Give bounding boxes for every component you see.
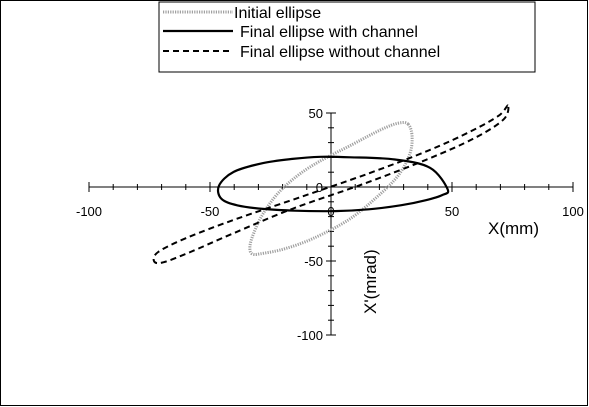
series-final-with-channel bbox=[216, 155, 450, 213]
legend: Initial ellipse Final ellipse with chann… bbox=[158, 1, 536, 73]
y-tick-label: -50 bbox=[304, 254, 323, 269]
x-tick-label: -100 bbox=[76, 204, 102, 219]
legend-box bbox=[158, 1, 536, 73]
axes bbox=[88, 112, 574, 336]
y-tick-label: 50 bbox=[309, 106, 323, 121]
legend-label-final-without-channel: Final ellipse without channel bbox=[240, 44, 440, 61]
x-tick-label: 100 bbox=[562, 204, 584, 219]
legend-label-final-with-channel: Final ellipse with channel bbox=[240, 24, 418, 41]
x-tick-labels: -100 -50 0 50 100 bbox=[76, 204, 584, 219]
x-minor-ticks bbox=[112, 184, 550, 190]
x-tick-label: -50 bbox=[201, 204, 220, 219]
y-tick-labels: -100 -50 0 50 bbox=[297, 106, 323, 343]
y-tick-label: 0 bbox=[316, 180, 323, 195]
series-initial-ellipse bbox=[248, 120, 414, 256]
y-tick-label: -100 bbox=[297, 328, 323, 343]
series-layer bbox=[152, 104, 510, 265]
x-tick-label: 0 bbox=[327, 204, 334, 219]
x-tick-label: 50 bbox=[445, 204, 459, 219]
y-major-ticks bbox=[326, 112, 336, 336]
series-final-without-channel bbox=[152, 104, 510, 265]
legend-label-initial-ellipse: Initial ellipse bbox=[234, 5, 321, 22]
x-axis-label: X(mm) bbox=[488, 219, 539, 238]
y-axis-label: X'(mrad) bbox=[361, 249, 380, 314]
